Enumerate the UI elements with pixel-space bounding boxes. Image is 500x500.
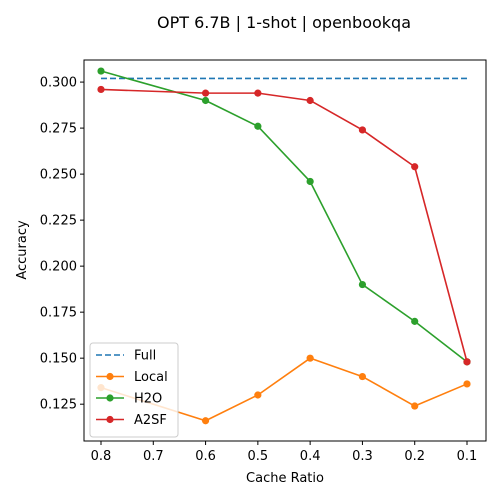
legend-label-local: Local	[134, 370, 168, 385]
x-tick-label: 0.6	[195, 449, 216, 464]
legend-label-full: Full	[134, 349, 156, 364]
y-axis: 0.125 0.150 0.175 0.200 0.225 0.250 0.275 0.300	[40, 76, 84, 413]
legend-marker-local	[106, 372, 114, 381]
data-point-local	[201, 417, 210, 425]
legend-item-full: Full	[96, 349, 156, 364]
y-tick-label: 0.225	[40, 214, 77, 229]
data-point-h2o	[254, 122, 262, 130]
data-point-h2o	[358, 280, 367, 289]
chart-title: OPT 6.7B | 1-shot | openbookqa	[157, 13, 411, 32]
data-point-h2o	[201, 96, 210, 105]
data-point-a2sf	[463, 358, 471, 366]
data-point-h2o	[411, 317, 419, 325]
series-a2sf	[97, 85, 471, 366]
x-axis: 0.8 0.7 0.6 0.5 0.4 0.3 0.2 0.1	[91, 441, 478, 464]
data-point-a2sf	[201, 89, 210, 97]
x-tick-label: 0.5	[248, 449, 269, 464]
data-point-a2sf	[97, 85, 105, 94]
x-axis-label: Cache Ratio	[246, 471, 324, 486]
legend-label-h2o: H2O	[134, 392, 162, 407]
data-point-local	[306, 354, 314, 362]
legend-box	[89, 342, 179, 438]
data-point-local	[463, 380, 471, 388]
legend-item-h2o: H2O	[96, 392, 162, 407]
series-local	[97, 354, 471, 425]
y-tick-label: 0.300	[40, 76, 77, 91]
y-tick-label: 0.200	[40, 260, 77, 275]
data-point-local	[254, 391, 262, 399]
data-point-local	[411, 402, 419, 410]
y-tick-label: 0.150	[40, 352, 77, 367]
legend-item-local: Local	[96, 370, 168, 385]
legend-item-a2sf: A2SF	[96, 413, 167, 428]
x-tick-label: 0.1	[457, 449, 478, 464]
x-tick-label: 0.4	[300, 449, 321, 464]
x-tick-label: 0.8	[91, 449, 112, 464]
series-h2o	[97, 67, 471, 366]
x-tick-label: 0.2	[404, 449, 425, 464]
y-tick-label: 0.175	[40, 306, 77, 321]
series-layer	[97, 67, 471, 425]
legend-label-a2sf: A2SF	[134, 413, 167, 428]
data-point-a2sf	[411, 163, 419, 171]
y-tick-label: 0.125	[40, 398, 77, 413]
y-tick-label: 0.275	[40, 122, 77, 137]
legend-marker-a2sf	[106, 415, 114, 424]
data-point-a2sf	[358, 126, 367, 134]
series-line-h2o	[100, 70, 468, 363]
legend: Full Local H2O A2SF	[89, 342, 179, 438]
x-tick-label: 0.7	[143, 449, 164, 464]
y-axis-label: Accuracy	[15, 220, 30, 280]
data-point-h2o	[97, 67, 105, 75]
data-point-h2o	[306, 177, 314, 186]
y-tick-label: 0.250	[40, 168, 77, 183]
legend-marker-h2o	[106, 394, 114, 402]
plot-frame	[83, 59, 487, 442]
x-tick-label: 0.3	[352, 449, 373, 464]
data-point-a2sf	[306, 96, 314, 105]
data-point-a2sf	[254, 89, 262, 97]
data-point-local	[358, 372, 367, 381]
